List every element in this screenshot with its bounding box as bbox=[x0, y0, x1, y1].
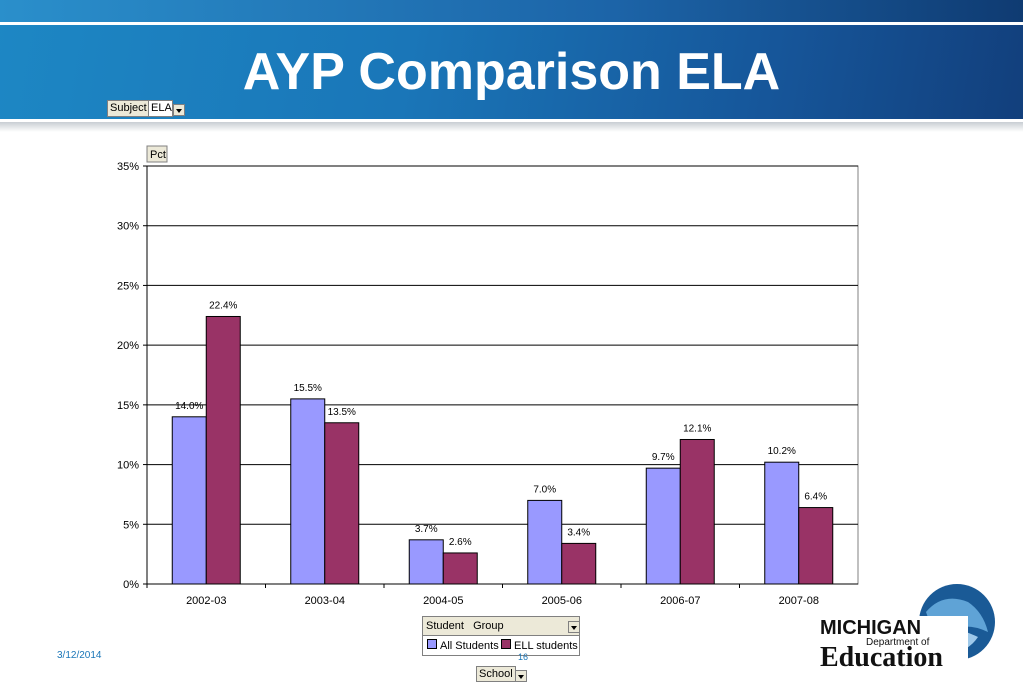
bar bbox=[798, 507, 834, 585]
footer-page-number: 16 bbox=[518, 652, 529, 662]
y-tick-label: 30% bbox=[117, 221, 139, 233]
logo-backdrop bbox=[818, 616, 968, 672]
y-tick-label: 20% bbox=[117, 340, 139, 352]
x-tick-label: 2004-05 bbox=[423, 595, 463, 607]
x-tick-label: 2003-04 bbox=[305, 595, 345, 607]
bar bbox=[171, 416, 207, 585]
legend-label-all-students: All Students bbox=[440, 640, 499, 652]
legend-header-label: Student Group bbox=[426, 620, 504, 632]
michigan-education-logo: MICHIGAN Department of Education bbox=[818, 584, 995, 672]
data-label: 10.2% bbox=[768, 446, 796, 457]
y-tick-label: 15% bbox=[117, 400, 139, 412]
bar bbox=[324, 422, 360, 585]
logo-line1: MICHIGAN bbox=[820, 617, 921, 639]
x-tick-label: 2005-06 bbox=[542, 595, 582, 607]
subject-filter-label[interactable]: Subject bbox=[107, 100, 149, 117]
subject-filter-value: ELA bbox=[148, 100, 173, 117]
bar bbox=[764, 461, 800, 585]
chart-legend: Student Group All Students ELL students bbox=[422, 616, 580, 656]
bar bbox=[205, 315, 241, 585]
data-label: 3.7% bbox=[415, 524, 438, 535]
legend-swatch-ell-students bbox=[501, 639, 511, 649]
footer-date: 3/12/2014 bbox=[57, 650, 102, 661]
legend-label-ell-students: ELL students bbox=[514, 640, 578, 652]
legend-item-ell-students: ELL students bbox=[501, 639, 578, 653]
header-shadow bbox=[0, 122, 1023, 132]
school-dropdown-icon[interactable] bbox=[515, 670, 527, 682]
bar bbox=[408, 539, 444, 585]
header-top-stripe bbox=[0, 0, 1023, 25]
logo-line2: Department of bbox=[866, 637, 930, 648]
y-axis-field-button bbox=[146, 145, 168, 163]
legend-swatch-all-students bbox=[427, 639, 437, 649]
header-divider bbox=[0, 119, 1023, 122]
y-tick-label: 0% bbox=[123, 579, 139, 591]
slide-title: AYP Comparison ELA bbox=[242, 43, 781, 101]
data-label: 9.7% bbox=[652, 452, 675, 463]
legend-header[interactable]: Student Group bbox=[423, 617, 579, 636]
subject-dropdown-icon[interactable] bbox=[173, 104, 185, 116]
bar bbox=[527, 499, 563, 585]
student-group-dropdown-icon[interactable] bbox=[568, 621, 580, 633]
legend-item-all-students: All Students bbox=[427, 639, 499, 653]
y-tick-label: 35% bbox=[117, 161, 139, 173]
y-tick-label: 5% bbox=[123, 519, 139, 531]
data-label: 14.0% bbox=[175, 401, 203, 412]
bar bbox=[290, 398, 326, 585]
data-label: 13.5% bbox=[328, 407, 356, 418]
bar bbox=[645, 467, 681, 585]
x-tick-label: 2007-08 bbox=[779, 595, 819, 607]
data-label: 12.1% bbox=[683, 423, 711, 434]
x-tick-label: 2006-07 bbox=[660, 595, 700, 607]
plot-area bbox=[146, 165, 859, 585]
data-label: 3.4% bbox=[567, 527, 590, 538]
data-label: 6.4% bbox=[804, 492, 827, 503]
data-label: 15.5% bbox=[294, 383, 322, 394]
data-label: 2.6% bbox=[449, 537, 472, 548]
y-axis-label: Pct bbox=[150, 149, 166, 161]
bar bbox=[561, 542, 597, 585]
bar bbox=[679, 438, 715, 585]
y-tick-label: 25% bbox=[117, 280, 139, 292]
data-label: 7.0% bbox=[533, 484, 556, 495]
y-tick-label: 10% bbox=[117, 460, 139, 472]
school-field-button[interactable]: School bbox=[476, 666, 516, 682]
logo-line3: Education bbox=[820, 642, 943, 672]
bar bbox=[442, 552, 478, 585]
data-label: 22.4% bbox=[209, 300, 237, 311]
x-tick-label: 2002-03 bbox=[186, 595, 226, 607]
